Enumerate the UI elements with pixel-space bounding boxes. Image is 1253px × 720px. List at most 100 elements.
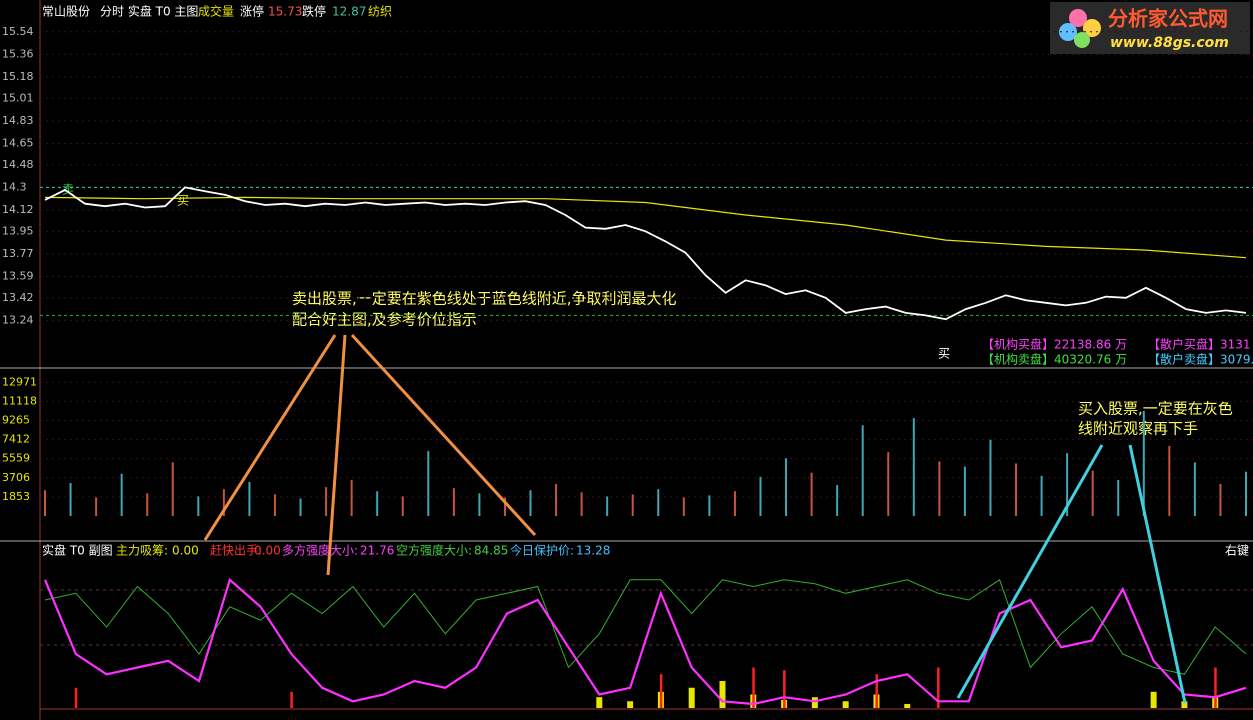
indicator-bar [74,687,78,708]
limit-down-label: 跌停 [302,4,326,19]
indicator-bar [688,687,695,708]
flow-label: 【散户卖盘】3079.4 [1148,352,1253,367]
volume-bar [452,488,455,516]
indicator-bar [596,697,603,708]
y-tick-label: 13.24 [2,313,34,326]
indicator-bar [904,703,911,708]
indicator-bar [752,667,755,708]
readout-label: 今日保护价: [510,543,574,558]
arrow [326,334,347,576]
volume-bar [1040,475,1043,516]
arrow [350,333,537,537]
volume-bar [427,451,430,516]
indicator-bar [811,697,818,708]
indicator-bar [659,674,663,708]
volume-bar [197,496,200,516]
indicator-bar [1150,691,1157,708]
y-tick-label: 1853 [2,490,30,503]
volume-bar [1066,453,1069,516]
y-tick-label: 14.83 [2,114,34,127]
volume-bar [1142,410,1145,516]
signal: 买 [938,347,950,361]
indicator-bar [627,701,634,708]
volume-bar [810,472,813,516]
y-tick-label: 15.54 [2,25,34,38]
volume-bar [785,458,788,516]
volume-bar [1168,445,1171,516]
volume-bar [222,489,225,516]
limit-down: 12.87 [332,5,366,19]
volume-bar [325,487,328,516]
y-tick-label: 15.36 [2,47,34,60]
sell-note: 卖出股票,一定要在紫色线处于蓝色线附近,争取利润最大化 [292,290,677,308]
readout-value: 21.76 [360,544,394,558]
limit-up: 15.73 [268,5,302,19]
arrow [203,334,337,541]
sell-note: 配合好主图,及参考价位指示 [292,311,477,329]
y-tick-label: 9265 [2,414,30,427]
volume-bar [146,493,149,516]
series-line [44,579,1247,675]
logo-url: www.88gs.com [1110,35,1229,51]
logo-petal [1083,19,1101,37]
volume-bar [733,491,736,516]
volume-bar [376,491,379,516]
volume-bar [401,496,404,516]
indicator-bar [783,670,786,708]
volume-bar [938,461,941,516]
volume-bar [708,495,711,516]
y-tick-label: 11118 [2,394,37,407]
volume-bar [478,493,481,516]
flow-label: 【机构卖盘】40320.76 万 [982,352,1127,367]
volume-bar [171,462,174,516]
y-tick-label: 7412 [2,433,30,446]
volume-bar [350,479,353,516]
flow-label: 【机构买盘】22138.86 万 [982,337,1127,352]
logo-petal [1074,32,1090,48]
volume-bar [1091,470,1094,516]
volume-bar [248,481,251,516]
series-line [44,196,1247,259]
readout-value: 84.85 [474,544,508,558]
volume-bar [580,492,583,516]
y-tick-label: 14.48 [2,158,34,171]
volume-bar [1219,484,1222,516]
buy-note: 线附近观察再下手 [1078,420,1198,438]
volume-bar [1193,462,1196,516]
y-tick-label: 13.42 [2,291,34,304]
y-tick-label: 15.01 [2,91,34,104]
volume-bar [836,485,839,516]
indicator-bar [875,674,878,708]
volume-bar [120,473,123,516]
arrow [1128,444,1187,704]
sector: 纺织 [368,5,392,19]
volume-bar [95,497,98,516]
volume-bar [682,497,685,516]
y-tick-label: 14.65 [2,136,34,149]
y-tick-label: 13.77 [2,247,34,260]
y-tick-label: 14.12 [2,203,34,216]
indicator-bar [290,691,293,708]
y-tick-label: 5559 [2,452,30,465]
series-line [43,577,1247,706]
volume-bar [44,490,46,516]
logo-name: 分析家公式网 [1108,7,1228,31]
signal: 买 [177,194,189,208]
volume-bar [1245,471,1247,516]
readout-label: 主力吸筹: [116,544,168,558]
readout-value: 13.28 [576,544,610,558]
volume-bar [1015,463,1018,516]
volume-bar [555,484,558,516]
y-tick-label: 15.18 [2,70,34,83]
indicator-bar [937,667,940,708]
logo: 分析家公式网 www.88gs.com [1050,2,1250,54]
arrows [203,333,1187,704]
volume-bar [69,483,72,516]
volume-bar [861,425,864,516]
volume-bar [503,497,506,516]
volume-bar [887,452,890,516]
volume-bar [299,498,302,516]
volume-bar [529,490,532,516]
